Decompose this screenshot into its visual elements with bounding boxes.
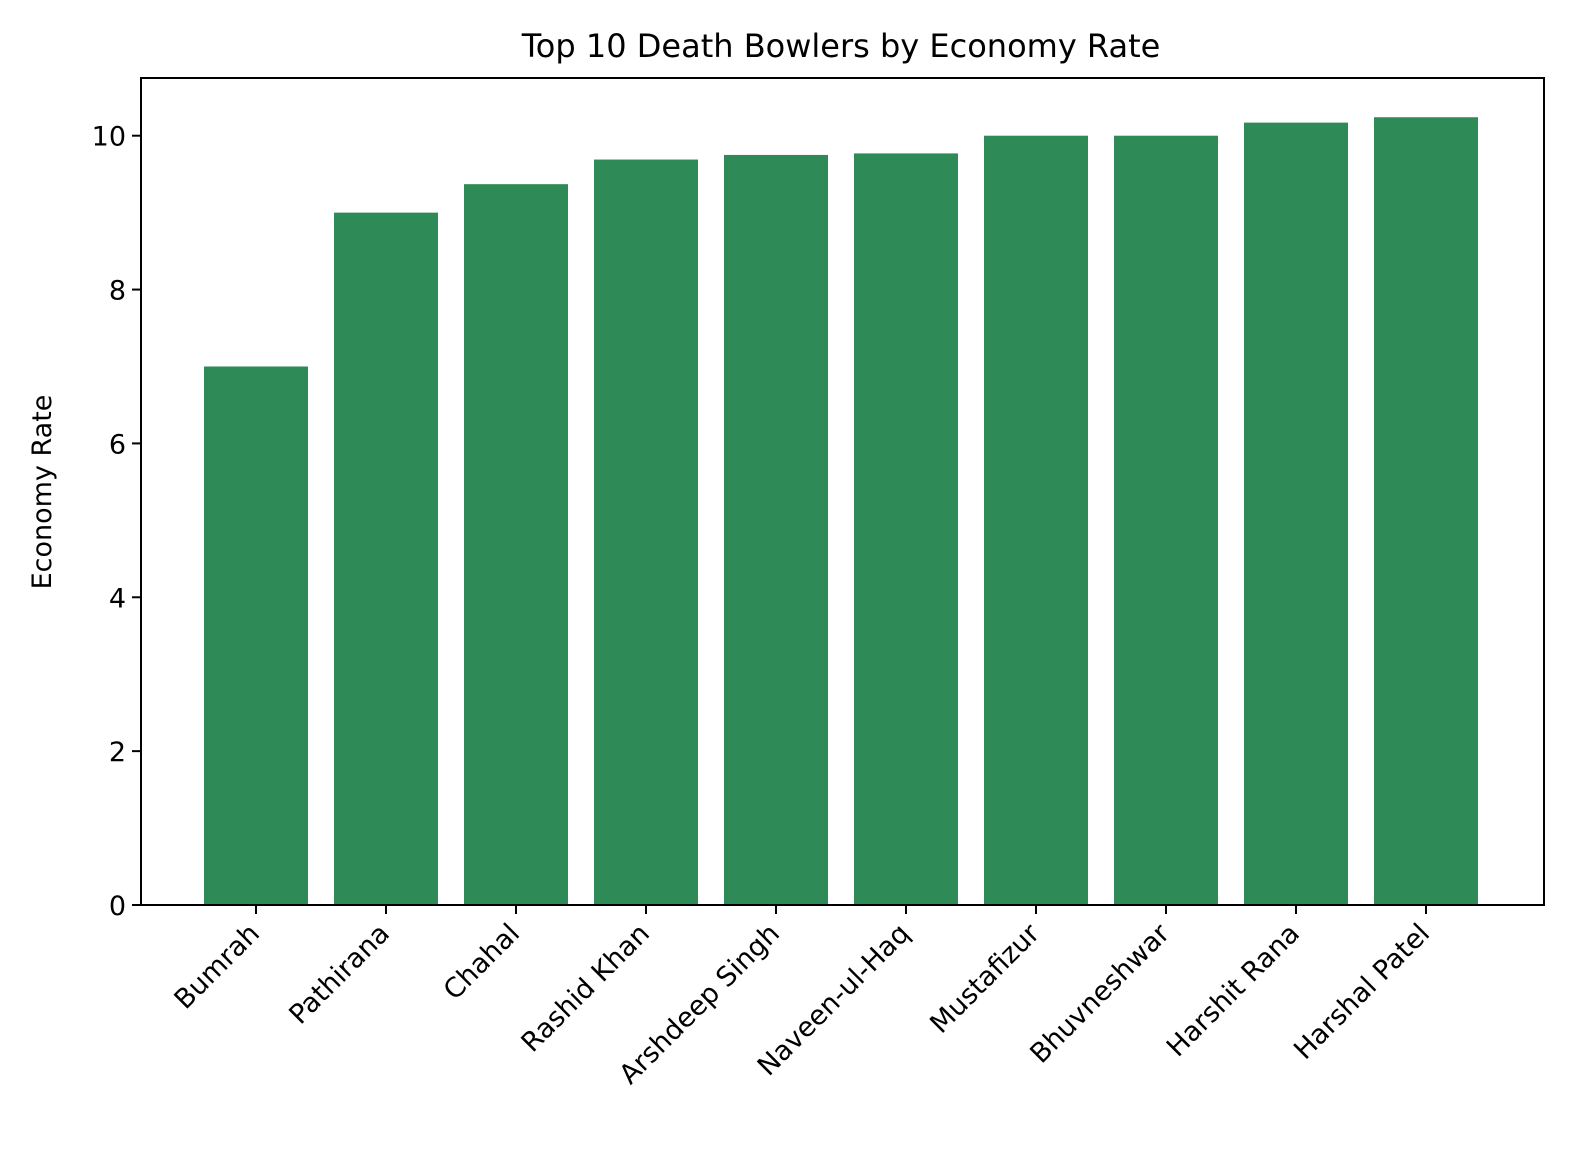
bar-bhuvneshwar [1114,135,1218,905]
y-tick-label: 10 [92,122,126,153]
bars-group [204,117,1478,906]
x-tick-label: Chahal [438,918,526,1006]
y-axis-label: Economy Rate [27,395,58,590]
bar-arshdeep-singh [724,154,828,905]
y-tick-label: 2 [109,737,126,768]
x-tick-label: Bumrah [169,918,266,1015]
x-tick-label: Pathirana [283,918,396,1031]
bar-mustafizur [984,135,1088,905]
bar-rashid-khan [594,159,698,906]
bar-harshal-patel [1374,117,1478,905]
y-tick-label: 4 [109,583,126,614]
bar-naveen-ul-haq [854,153,958,906]
chart-title: Top 10 Death Bowlers by Economy Rate [521,27,1161,65]
plot-frame [140,77,1545,906]
y-tick-label: 8 [109,276,126,307]
x-tick-label: Harshal Patel [1288,918,1436,1066]
y-axis-ticks: 0 2 4 6 8 10 [92,122,141,922]
x-tick-label: Bhuvneshwar [1024,917,1176,1069]
bar-harshit-rana [1244,122,1348,906]
bar-chahal [464,184,568,906]
bar-pathirana [334,212,438,905]
y-tick-label: 6 [109,429,126,460]
x-tick-label: Rashid Khan [516,918,656,1058]
bar-bumrah [204,366,308,905]
x-tick-label: Mustafizur [924,917,1046,1039]
y-tick-label: 0 [109,891,126,922]
x-tick-label: Harshit Rana [1161,918,1306,1063]
